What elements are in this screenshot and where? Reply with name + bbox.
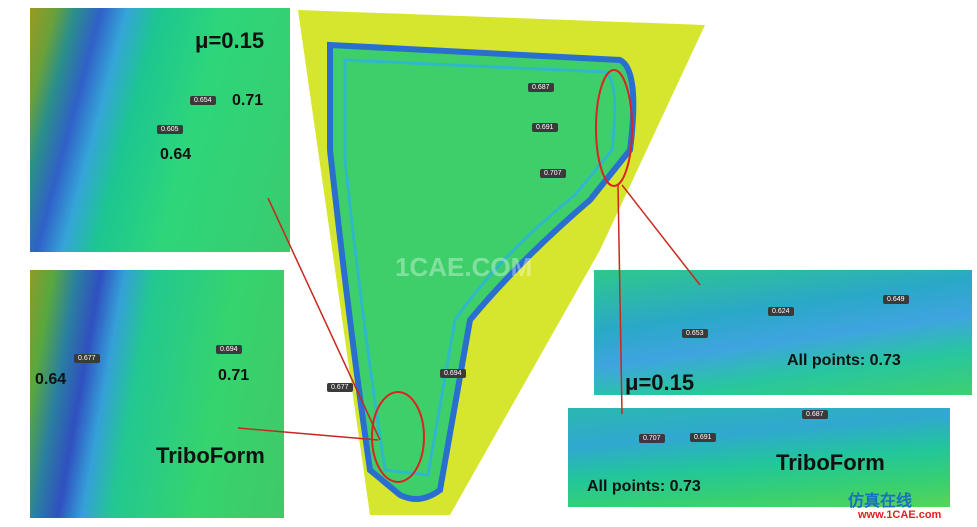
summary-label: All points: 0.73 (787, 352, 901, 369)
value-tag: 0.677 (74, 354, 100, 363)
summary-label: All points: 0.73 (587, 478, 701, 495)
arrow (237, 427, 379, 441)
method-label: TriboForm (156, 443, 265, 468)
value-tag: 0.654 (190, 96, 216, 105)
value-tag: 0.687 (802, 410, 828, 419)
arrow (617, 184, 623, 415)
value-tag: 0.694 (440, 369, 466, 378)
friction-label: μ=0.15 (195, 28, 265, 53)
highlight-ellipse (595, 69, 633, 187)
highlight-ellipse (371, 391, 425, 483)
value-tag: 0.691 (690, 433, 716, 442)
value-tag: 0.624 (768, 307, 794, 316)
value-label: 0.64 (160, 146, 192, 163)
method-label: TriboForm (776, 450, 885, 475)
value-tag: 0.687 (528, 83, 554, 92)
value-label: 0.64 (35, 371, 67, 388)
value-tag: 0.707 (639, 434, 665, 443)
value-tag: 0.677 (327, 383, 353, 392)
value-tag: 0.649 (883, 295, 909, 304)
logo-url: www.1CAE.com (858, 509, 942, 521)
value-label: 0.71 (232, 92, 264, 109)
zoom-panel (568, 408, 950, 507)
value-tag: 0.653 (682, 329, 708, 338)
value-tag: 0.691 (532, 123, 558, 132)
value-label: 0.71 (218, 367, 250, 384)
value-tag: 0.605 (157, 125, 183, 134)
arrow (267, 197, 381, 441)
watermark: 1CAE.COM (395, 252, 533, 282)
arrow (621, 184, 701, 286)
zoom-panel (594, 270, 972, 395)
part-flange (343, 58, 617, 477)
value-tag: 0.694 (216, 345, 242, 354)
logo-title: 仿真在线 (848, 493, 913, 510)
value-tag: 0.707 (540, 169, 566, 178)
arrows (237, 184, 701, 441)
friction-label: μ=0.15 (625, 370, 695, 395)
zoom-panel (30, 270, 284, 518)
